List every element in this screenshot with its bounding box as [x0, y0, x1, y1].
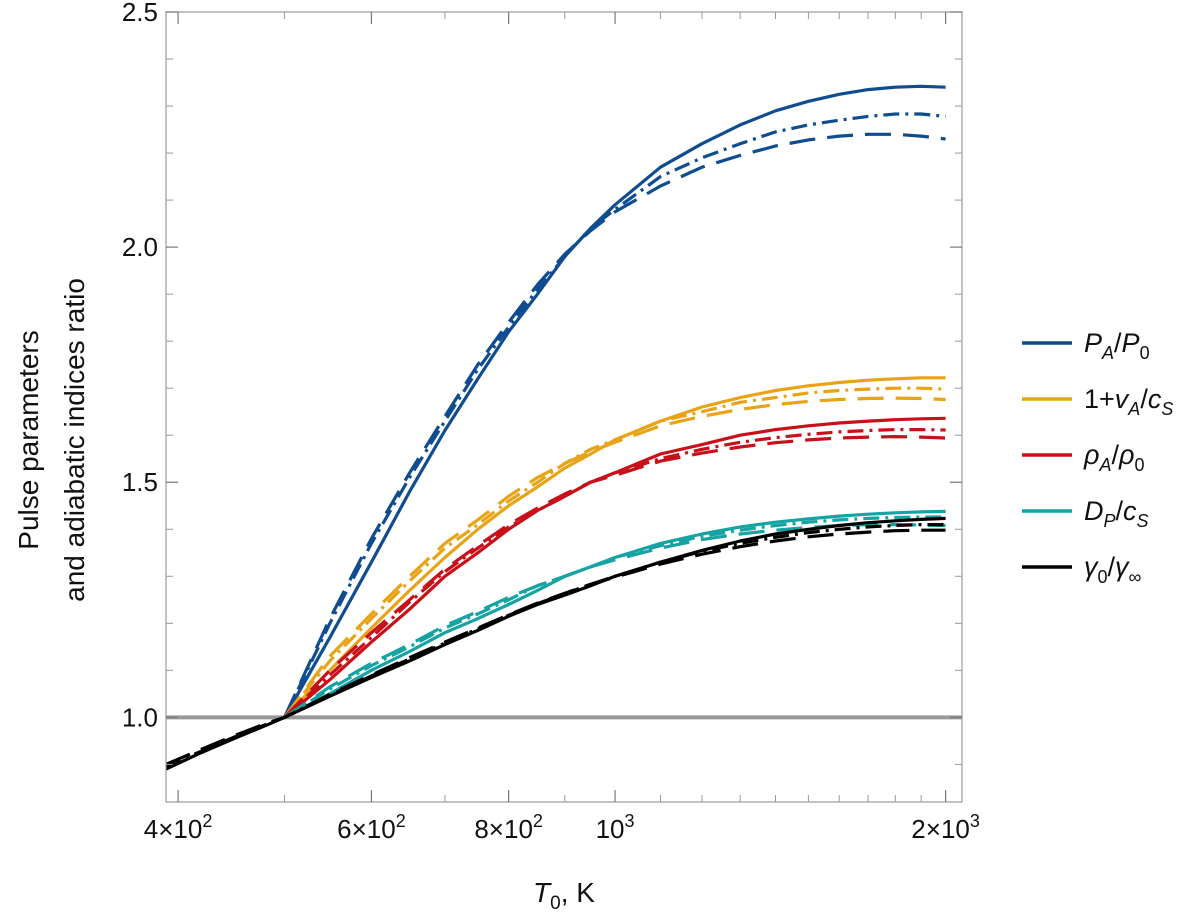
series-line-1-long-dash	[283, 396, 946, 719]
y-axis-title-line2: and adiabatic indices ratio	[59, 278, 90, 602]
y-tick-label: 1.0	[122, 702, 158, 732]
series-line-0-dash-dot	[283, 112, 946, 719]
series-line-0-long-dash	[283, 132, 946, 719]
series-line-0-solid	[283, 84, 946, 719]
plot-frame	[165, 11, 963, 803]
series-line-4-long-dash	[166, 528, 946, 766]
series-line-3-solid	[283, 509, 946, 719]
x-axis-title-unit: , K	[561, 877, 596, 908]
x-tick-label: 2×103	[911, 811, 980, 844]
y-tick-label: 2.5	[122, 0, 158, 27]
y-tick-label: 1.5	[122, 467, 158, 497]
legend-label: 1+vA/cS	[1084, 384, 1173, 419]
x-tick-label: 4×102	[144, 811, 213, 844]
series-line-3-dash-dot	[283, 515, 946, 719]
legend-label: PA/P0	[1084, 328, 1150, 363]
series-line-1-dash-dot	[283, 386, 946, 719]
x-axis-title: T0, K	[533, 877, 595, 914]
legend-label: DP/cS	[1084, 496, 1149, 531]
y-axis-title: Pulse parameters	[13, 330, 44, 549]
series-line-2-dash-dot	[283, 428, 946, 719]
x-axis-title-sub: 0	[550, 893, 561, 914]
x-tick-label: 8×102	[474, 811, 543, 844]
legend: PA/P0 1+vA/cS ρA/ρ0 DP/cS γ0/γ∞	[1022, 328, 1173, 587]
series-line-2-long-dash	[283, 435, 946, 719]
legend-label: γ0/γ∞	[1084, 552, 1142, 587]
y-tick-label: 2.0	[122, 232, 158, 262]
x-tick-label: 103	[596, 811, 635, 844]
x-axis-title-var: T	[533, 877, 552, 908]
x-tick-label: 6×102	[337, 811, 406, 844]
legend-label: ρA/ρ0	[1083, 440, 1144, 475]
